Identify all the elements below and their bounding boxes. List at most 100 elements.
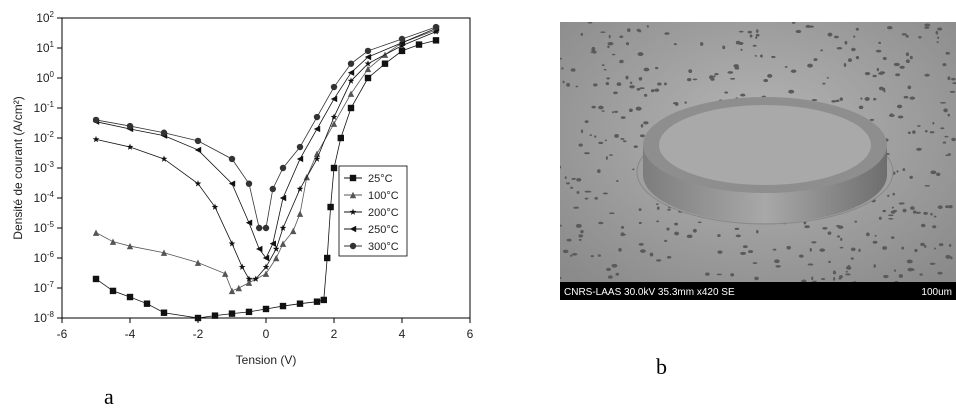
data-point bbox=[313, 113, 321, 121]
data-point bbox=[347, 69, 355, 76]
y-tick-base: 10 bbox=[34, 311, 48, 325]
y-tick-base: 10 bbox=[36, 11, 50, 25]
y-tick-label: 10-5 bbox=[34, 220, 55, 235]
data-point bbox=[262, 305, 270, 313]
data-point bbox=[279, 224, 287, 231]
data-point bbox=[126, 293, 134, 301]
panel-label: b bbox=[656, 354, 667, 379]
data-point bbox=[313, 298, 321, 305]
data-point bbox=[364, 60, 372, 67]
data-point bbox=[269, 240, 276, 247]
y-tick-exponent: -2 bbox=[47, 130, 55, 139]
data-point bbox=[432, 28, 440, 35]
data-point bbox=[272, 245, 280, 252]
data-point bbox=[92, 229, 100, 236]
y-tick-label: 10-3 bbox=[34, 160, 55, 175]
y-tick-exponent: 1 bbox=[50, 40, 55, 49]
data-point bbox=[228, 310, 236, 317]
data-point bbox=[398, 47, 406, 55]
data-point bbox=[296, 155, 304, 163]
y-tick-exponent: -6 bbox=[47, 250, 55, 259]
data-point bbox=[126, 242, 134, 250]
data-point bbox=[262, 224, 270, 232]
data-point bbox=[296, 210, 304, 217]
y-tick-label: 10-8 bbox=[34, 310, 55, 325]
data-point bbox=[337, 134, 344, 142]
data-point bbox=[160, 155, 168, 162]
data-point bbox=[126, 143, 134, 150]
data-point bbox=[211, 203, 219, 210]
y-tick-exponent: 2 bbox=[50, 10, 55, 19]
y-tick-label: 10-2 bbox=[34, 130, 55, 145]
data-point bbox=[296, 143, 304, 151]
data-point bbox=[324, 254, 331, 262]
y-tick-base: 10 bbox=[34, 161, 48, 175]
data-point bbox=[347, 104, 355, 112]
data-point bbox=[279, 240, 287, 247]
data-point bbox=[290, 227, 297, 235]
data-point bbox=[238, 263, 246, 270]
data-point bbox=[364, 65, 372, 73]
legend-label: 100°C bbox=[368, 190, 399, 202]
data-point bbox=[330, 95, 338, 103]
data-point bbox=[194, 146, 202, 154]
data-point bbox=[432, 23, 440, 31]
data-point bbox=[279, 164, 287, 172]
x-tick-label: -2 bbox=[193, 327, 204, 341]
legend-label: 300°C bbox=[368, 241, 399, 253]
data-point bbox=[296, 300, 304, 307]
legend-box bbox=[338, 165, 408, 257]
data-point bbox=[252, 275, 260, 282]
data-point bbox=[364, 53, 372, 61]
legend-label: 200°C bbox=[368, 207, 399, 219]
y-tick-label: 10-7 bbox=[34, 280, 55, 295]
data-point bbox=[313, 125, 321, 133]
y-tick-base: 10 bbox=[36, 71, 50, 85]
x-tick-label: 2 bbox=[331, 327, 338, 341]
data-point bbox=[228, 180, 236, 187]
y-tick-exponent: -4 bbox=[47, 190, 55, 199]
data-point bbox=[262, 270, 270, 277]
data-point bbox=[262, 254, 270, 262]
data-point bbox=[245, 279, 253, 286]
data-point bbox=[273, 254, 280, 262]
data-point bbox=[347, 90, 355, 97]
y-tick-base: 10 bbox=[34, 281, 48, 295]
y-tick-base: 10 bbox=[36, 41, 50, 55]
data-point bbox=[211, 312, 219, 319]
x-axis-label: Tension (V) bbox=[236, 353, 297, 367]
legend-marker bbox=[349, 174, 357, 182]
data-point bbox=[256, 224, 263, 232]
x-tick-label: 4 bbox=[399, 327, 406, 341]
y-tick-label: 10-6 bbox=[34, 250, 55, 265]
legend-marker bbox=[349, 208, 357, 215]
data-point bbox=[330, 120, 338, 127]
y-tick-exponent: -5 bbox=[47, 220, 55, 229]
data-point bbox=[313, 155, 321, 162]
data-point bbox=[194, 137, 202, 145]
y-tick-base: 10 bbox=[34, 191, 48, 205]
y-tick-base: 10 bbox=[34, 101, 48, 115]
x-tick-label: 0 bbox=[263, 327, 270, 341]
y-tick-label: 102 bbox=[36, 10, 54, 25]
data-point bbox=[262, 263, 270, 270]
data-point bbox=[279, 194, 287, 202]
data-point bbox=[398, 42, 406, 49]
data-point bbox=[160, 249, 168, 256]
y-tick-exponent: -3 bbox=[47, 160, 55, 169]
data-point bbox=[245, 219, 253, 226]
data-point bbox=[92, 116, 100, 124]
data-point bbox=[194, 314, 202, 322]
x-tick-label: -4 bbox=[125, 327, 136, 341]
data-point bbox=[228, 287, 236, 295]
y-tick-base: 10 bbox=[34, 131, 48, 145]
data-point bbox=[269, 185, 276, 193]
image-caption: CNRS-LAAS 30.0kV 35.3mm x420 SE bbox=[564, 287, 735, 298]
data-point bbox=[194, 259, 202, 266]
data-point bbox=[327, 203, 334, 211]
y-tick-exponent: -1 bbox=[47, 100, 55, 109]
y-axis-label: Densité de courant (A/cm²) bbox=[11, 96, 25, 239]
y-tick-base: 10 bbox=[34, 221, 48, 235]
